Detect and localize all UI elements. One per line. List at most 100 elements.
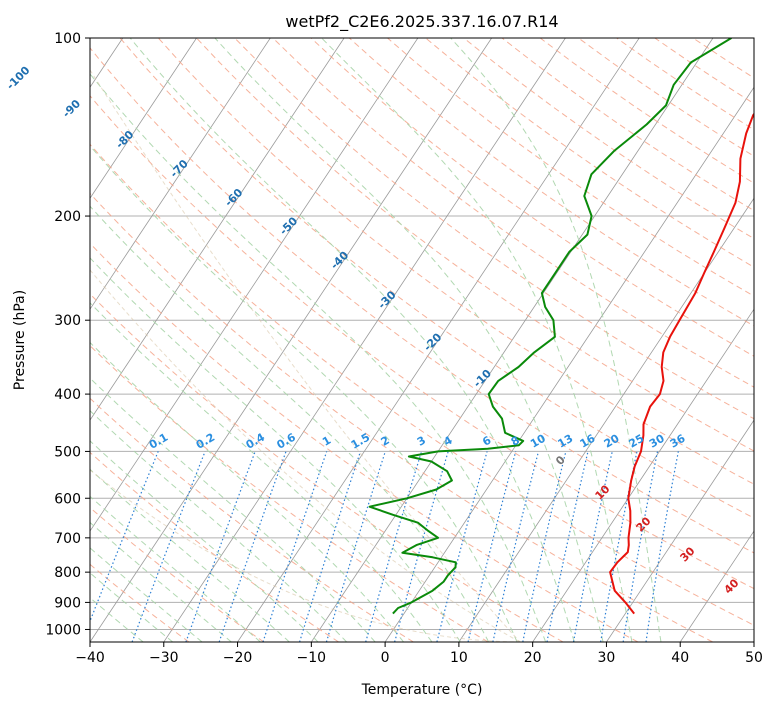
reference-curve: [90, 469, 521, 642]
x-tick-label: 30: [598, 650, 616, 666]
isotherm-label: -10: [471, 367, 494, 390]
dry-adiabat-line: [234, 38, 754, 420]
mixing-ratio-label: 0.2: [194, 431, 217, 452]
moist-adiabat-line: [90, 547, 203, 642]
mixing-ratio-label: 4: [441, 433, 454, 448]
isotherm-label: -90: [60, 97, 83, 120]
isotherm-line: [90, 38, 419, 532]
mixing-ratio-line: [436, 451, 488, 642]
dry-adiabat-label: 30: [678, 544, 698, 564]
dry-adiabat-line: [90, 95, 754, 590]
mixing-ratio-line: [546, 451, 589, 642]
dry-adiabat-line: [90, 293, 564, 642]
y-tick-label: 700: [54, 531, 81, 547]
mixing-ratio-label: 20: [602, 432, 622, 451]
isotherm-line: [458, 197, 754, 642]
dry-adiabat-line: [90, 192, 713, 642]
dry-adiabat-line: [348, 38, 754, 327]
isotherm-line: [384, 86, 754, 642]
y-tick-label: 200: [54, 209, 81, 225]
x-tick-label: −30: [149, 650, 179, 666]
isotherm-line: [679, 530, 754, 642]
mixing-ratio-line: [645, 451, 679, 642]
dry-adiabat-line: [578, 38, 754, 157]
moist-adiabat-line: [90, 468, 290, 642]
dry-adiabat-line: [387, 38, 754, 297]
isotherm-label: -60: [222, 186, 245, 209]
x-tick-label: −20: [223, 650, 253, 666]
chart-title: wetPf2_C2E6.2025.337.16.07.R14: [285, 12, 558, 32]
isotherm-label: -50: [277, 214, 300, 237]
moist-adiabat-line: [129, 38, 575, 642]
y-tick-label: 600: [54, 491, 81, 507]
mixing-ratio-line: [492, 451, 540, 642]
x-tick-label: 20: [524, 650, 542, 666]
isotherm-label: -20: [421, 330, 444, 353]
mixing-ratio-label: 0.4: [244, 431, 268, 452]
dry-adiabat-line: [90, 344, 489, 642]
isotherm-line: [753, 641, 754, 642]
dry-adiabat-line: [425, 38, 754, 268]
x-tick-label: 10: [450, 650, 468, 666]
moist-adiabat-line: [321, 38, 633, 642]
moist-adiabat-line: [90, 597, 144, 642]
background-lines: [90, 38, 754, 642]
moist-adiabat-line: [90, 73, 547, 642]
reference-curve: [90, 69, 521, 642]
dry-adiabat-line: [272, 38, 754, 388]
y-axis-label: Pressure (hPa): [12, 290, 28, 390]
mixing-ratio-line: [365, 451, 423, 642]
isotherm-line: [163, 38, 566, 642]
y-tick-label: 400: [54, 387, 81, 403]
y-tick-label: 1000: [45, 622, 81, 638]
isotherm-label: -80: [113, 128, 136, 151]
moist-adiabat-line: [90, 495, 261, 642]
mixing-ratio-line: [218, 451, 287, 642]
dry-adiabat-line: [90, 47, 754, 554]
profile-lines: [368, 38, 754, 615]
mixing-ratio-line: [394, 451, 449, 642]
x-axis-label: Temperature (°C): [361, 682, 483, 698]
reference-curve: [90, 269, 521, 642]
moist-adiabat-line: [90, 302, 433, 642]
mixing-ratio-line: [299, 451, 362, 642]
mixing-ratio-line: [131, 451, 206, 642]
mixing-ratio-line: [467, 451, 517, 642]
isotherm-line: [606, 419, 754, 642]
moist-adiabat-line: [90, 377, 376, 642]
isotherm-label: -70: [168, 157, 191, 180]
dry-adiabat-label: 0: [553, 453, 568, 468]
mixing-ratio-label: 16: [578, 432, 598, 451]
moist-adiabat-line: [214, 38, 604, 642]
x-tick-label: 0: [381, 650, 390, 666]
mixing-ratio-line: [185, 451, 256, 642]
dry-adiabat-label: 40: [722, 576, 742, 596]
dry-adiabat-line: [196, 38, 754, 452]
mixing-ratio-label: 1.5: [349, 431, 372, 452]
isotherm-line: [90, 38, 271, 310]
dry-adiabat-line: [119, 38, 754, 519]
isotherm-line: [237, 38, 640, 642]
y-tick-label: 900: [54, 595, 81, 611]
dry-adiabat-line: [463, 38, 754, 240]
dry-adiabat-label: 20: [634, 514, 654, 534]
temperature-line: [609, 112, 754, 615]
y-tick-label: 100: [54, 31, 81, 47]
isotherm-line: [90, 38, 345, 421]
isotherm-label: -40: [328, 249, 351, 272]
mixing-ratio-label: 2: [379, 434, 392, 449]
dry-adiabat-line: [157, 38, 754, 485]
moist-adiabat-line: [90, 341, 404, 642]
mixing-ratio-line: [572, 451, 613, 642]
moist-adiabat-line: [90, 440, 319, 642]
moist-adiabat-line: [90, 145, 518, 642]
y-tick-label: 300: [54, 313, 81, 329]
dry-adiabat-line: [90, 506, 265, 642]
mixing-ratio-label: 3: [415, 434, 428, 449]
moist-adiabat-line: [90, 410, 348, 642]
dry-adiabat-line: [90, 451, 339, 642]
isotherm-line: [90, 38, 197, 199]
plot-frame: [89, 37, 755, 643]
x-tick-label: 40: [671, 650, 689, 666]
